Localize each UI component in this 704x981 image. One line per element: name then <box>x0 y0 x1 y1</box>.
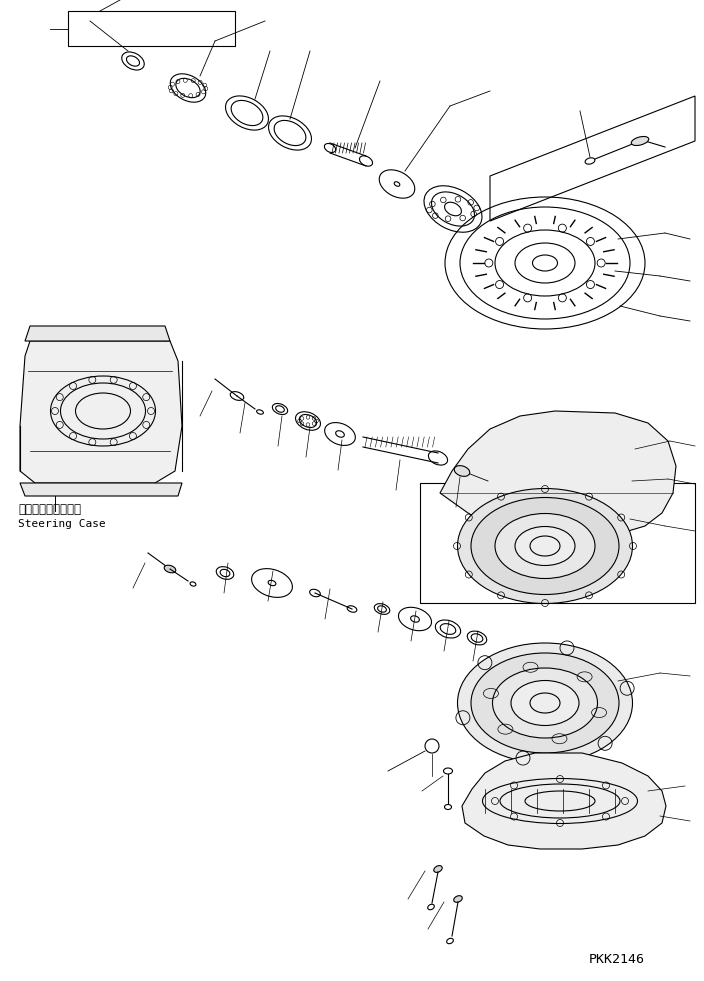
Text: Steering Case: Steering Case <box>18 519 106 529</box>
Polygon shape <box>440 411 676 536</box>
Text: PKK2146: PKK2146 <box>589 953 645 966</box>
Ellipse shape <box>471 497 619 594</box>
Ellipse shape <box>164 565 176 573</box>
Ellipse shape <box>454 466 470 477</box>
Ellipse shape <box>458 489 632 603</box>
Polygon shape <box>20 483 182 496</box>
Polygon shape <box>25 326 170 341</box>
Polygon shape <box>20 341 182 483</box>
Text: ステアリングケース: ステアリングケース <box>18 503 81 516</box>
Ellipse shape <box>493 668 598 738</box>
Polygon shape <box>462 753 666 849</box>
Ellipse shape <box>515 527 575 565</box>
Ellipse shape <box>434 865 442 872</box>
Ellipse shape <box>454 896 463 903</box>
Ellipse shape <box>458 643 632 763</box>
Ellipse shape <box>631 136 649 145</box>
Ellipse shape <box>511 681 579 726</box>
Ellipse shape <box>495 513 595 579</box>
Ellipse shape <box>471 653 619 753</box>
